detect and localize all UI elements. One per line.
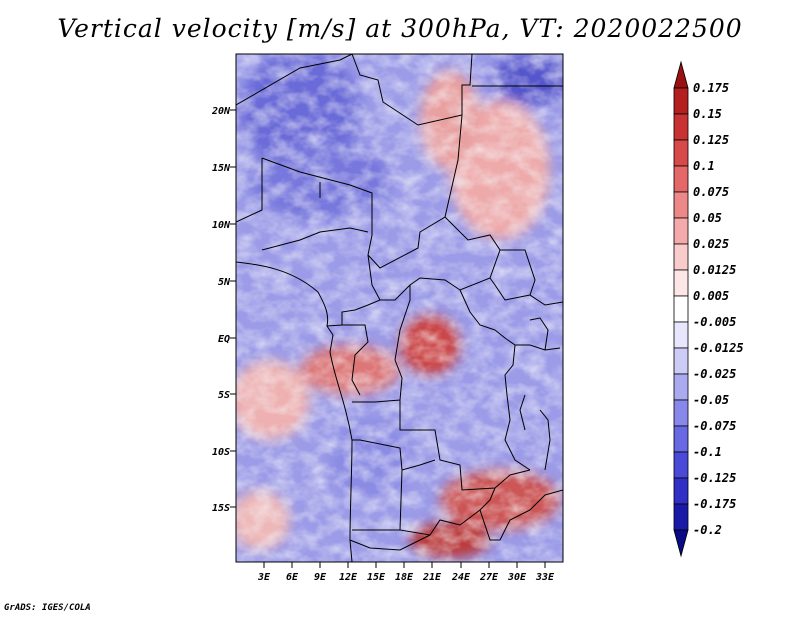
- colorbar-segment: [673, 217, 689, 245]
- colorbar-segment: [673, 113, 689, 141]
- chart-title: Vertical velocity [m/s] at 300hPa, VT: 2…: [57, 14, 743, 43]
- colorbar: 0.175 0.15 0.125 0.1 0.075 0.05 0.025 0.0125 0.0…: [673, 60, 744, 558]
- lon-label: 27E: [479, 572, 499, 583]
- colorbar-segment: [673, 243, 689, 271]
- lat-label: 15S: [212, 503, 230, 514]
- lat-label: 10S: [212, 447, 230, 458]
- lon-label: 18E: [395, 572, 414, 583]
- lat-label: EQ: [218, 334, 230, 345]
- colorbar-label: 0.1: [693, 159, 715, 173]
- colorbar-label: 0.005: [693, 289, 729, 303]
- colorbar-label: 0.075: [693, 185, 729, 199]
- colorbar-segment: [673, 373, 689, 401]
- lon-axis: 3E 6E 9E 12E 15E 18E 21E 24E 27E 30E 33E: [257, 562, 555, 583]
- colorbar-label: -0.025: [693, 367, 736, 381]
- lon-label: 21E: [422, 572, 442, 583]
- lon-label: 3E: [257, 572, 271, 583]
- lat-label: 5S: [218, 390, 230, 401]
- colorbar-segment: [673, 295, 689, 323]
- colorbar-segment: [673, 60, 689, 89]
- lon-label: 12E: [339, 572, 358, 583]
- colorbar-segment: [673, 477, 689, 505]
- colorbar-segment: [673, 399, 689, 427]
- lon-label: 15E: [367, 572, 386, 583]
- map-frame: [235, 53, 564, 563]
- lon-label: 33E: [535, 572, 555, 583]
- colorbar-label: -0.005: [693, 315, 736, 329]
- colorbar-label: 0.05: [693, 211, 722, 225]
- colorbar-label: -0.125: [693, 471, 736, 485]
- colorbar-label: 0.025: [693, 237, 729, 251]
- colorbar-label: 0.0125: [693, 263, 736, 277]
- borders: [236, 54, 563, 562]
- colorbar-segment: [673, 269, 689, 297]
- colorbar-segment: [673, 425, 689, 453]
- velocity-field: [236, 54, 563, 562]
- colorbar-label: -0.075: [693, 419, 736, 433]
- colorbar-label: -0.1: [693, 445, 722, 459]
- lon-label: 30E: [507, 572, 527, 583]
- colorbar-segment: [673, 529, 689, 558]
- lat-label: 20N: [211, 106, 231, 117]
- colorbar-segment: [673, 165, 689, 193]
- lon-label: 9E: [314, 572, 327, 583]
- colorbar-label: -0.2: [693, 523, 722, 537]
- credit-text: GrADS: IGES/COLA: [4, 603, 91, 613]
- lat-axis: 20N 15N 10N 5N EQ 5S 10S 15S: [211, 106, 236, 514]
- colorbar-segment: [673, 321, 689, 349]
- lat-label: 5N: [218, 277, 231, 288]
- colorbar-segment: [673, 503, 689, 531]
- colorbar-segment: [673, 87, 689, 115]
- lat-label: 15N: [212, 163, 231, 174]
- lon-label: 6E: [286, 572, 299, 583]
- colorbar-label: 0.15: [693, 107, 722, 121]
- colorbar-segment: [673, 451, 689, 479]
- colorbar-label: -0.05: [693, 393, 729, 407]
- lon-label: 24E: [451, 572, 471, 583]
- colorbar-label: 0.125: [693, 133, 729, 147]
- colorbar-segment: [673, 139, 689, 167]
- colorbar-label: -0.0125: [693, 341, 744, 355]
- lat-label: 10N: [212, 220, 231, 231]
- colorbar-label: 0.175: [693, 81, 729, 95]
- colorbar-label: -0.175: [693, 497, 736, 511]
- colorbar-segment: [673, 191, 689, 219]
- colorbar-segment: [673, 347, 689, 375]
